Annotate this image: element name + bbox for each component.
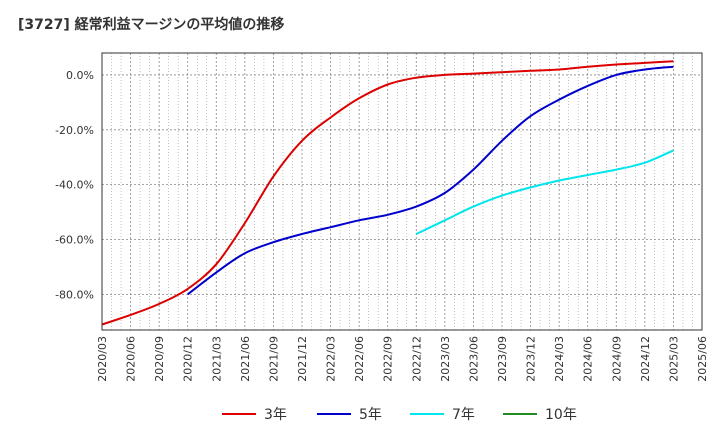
legend-label: 7年 xyxy=(452,407,475,423)
x-tick-label: 2022/12 xyxy=(410,336,423,382)
y-tick-label: -60.0% xyxy=(55,233,94,246)
x-tick-label: 2020/03 xyxy=(96,336,109,382)
legend: 3年 5年 7年 10年 xyxy=(222,407,577,423)
x-tick-label: 2022/06 xyxy=(353,336,366,382)
series-line-3年 xyxy=(101,60,674,326)
series-line-7年 xyxy=(415,149,674,235)
x-tick-label: 2021/03 xyxy=(210,336,223,382)
series-line-5年 xyxy=(187,65,674,296)
x-tick-label: 2023/09 xyxy=(496,336,509,382)
legend-label: 10年 xyxy=(545,407,577,423)
x-tick-label: 2024/06 xyxy=(582,336,595,382)
x-tick-label: 2021/09 xyxy=(267,336,280,382)
y-tick-label: -80.0% xyxy=(55,288,94,301)
x-tick-label: 2024/03 xyxy=(553,336,566,382)
x-tick-label: 2022/03 xyxy=(325,336,338,382)
y-tick-label: 0.0% xyxy=(66,69,94,82)
x-tick-label: 2024/12 xyxy=(639,336,652,382)
series-group xyxy=(101,60,674,326)
y-tick-label: -40.0% xyxy=(55,179,94,192)
x-tick-label: 2025/06 xyxy=(696,336,709,382)
x-tick-label: 2021/12 xyxy=(296,336,309,382)
chart-title: [3727] 経常利益マージンの平均値の推移 xyxy=(18,17,285,33)
x-tick-label: 2023/12 xyxy=(525,336,538,382)
x-tick-label: 2020/12 xyxy=(182,336,195,382)
legend-label: 5年 xyxy=(359,407,382,423)
plot-area xyxy=(102,53,702,330)
legend-label: 3年 xyxy=(264,407,287,423)
plot-border xyxy=(101,52,703,331)
x-tick-label: 2020/09 xyxy=(153,336,166,382)
grid xyxy=(102,53,702,330)
y-tick-label: -20.0% xyxy=(55,124,94,137)
x-tick-label: 2020/06 xyxy=(125,336,138,382)
x-tick-label: 2022/09 xyxy=(382,336,395,382)
x-tick-label: 2024/09 xyxy=(610,336,623,382)
x-tick-label: 2023/03 xyxy=(439,336,452,382)
x-tick-label: 2021/06 xyxy=(239,336,252,382)
x-tick-label: 2025/03 xyxy=(667,336,680,382)
x-tick-label: 2023/06 xyxy=(467,336,480,382)
